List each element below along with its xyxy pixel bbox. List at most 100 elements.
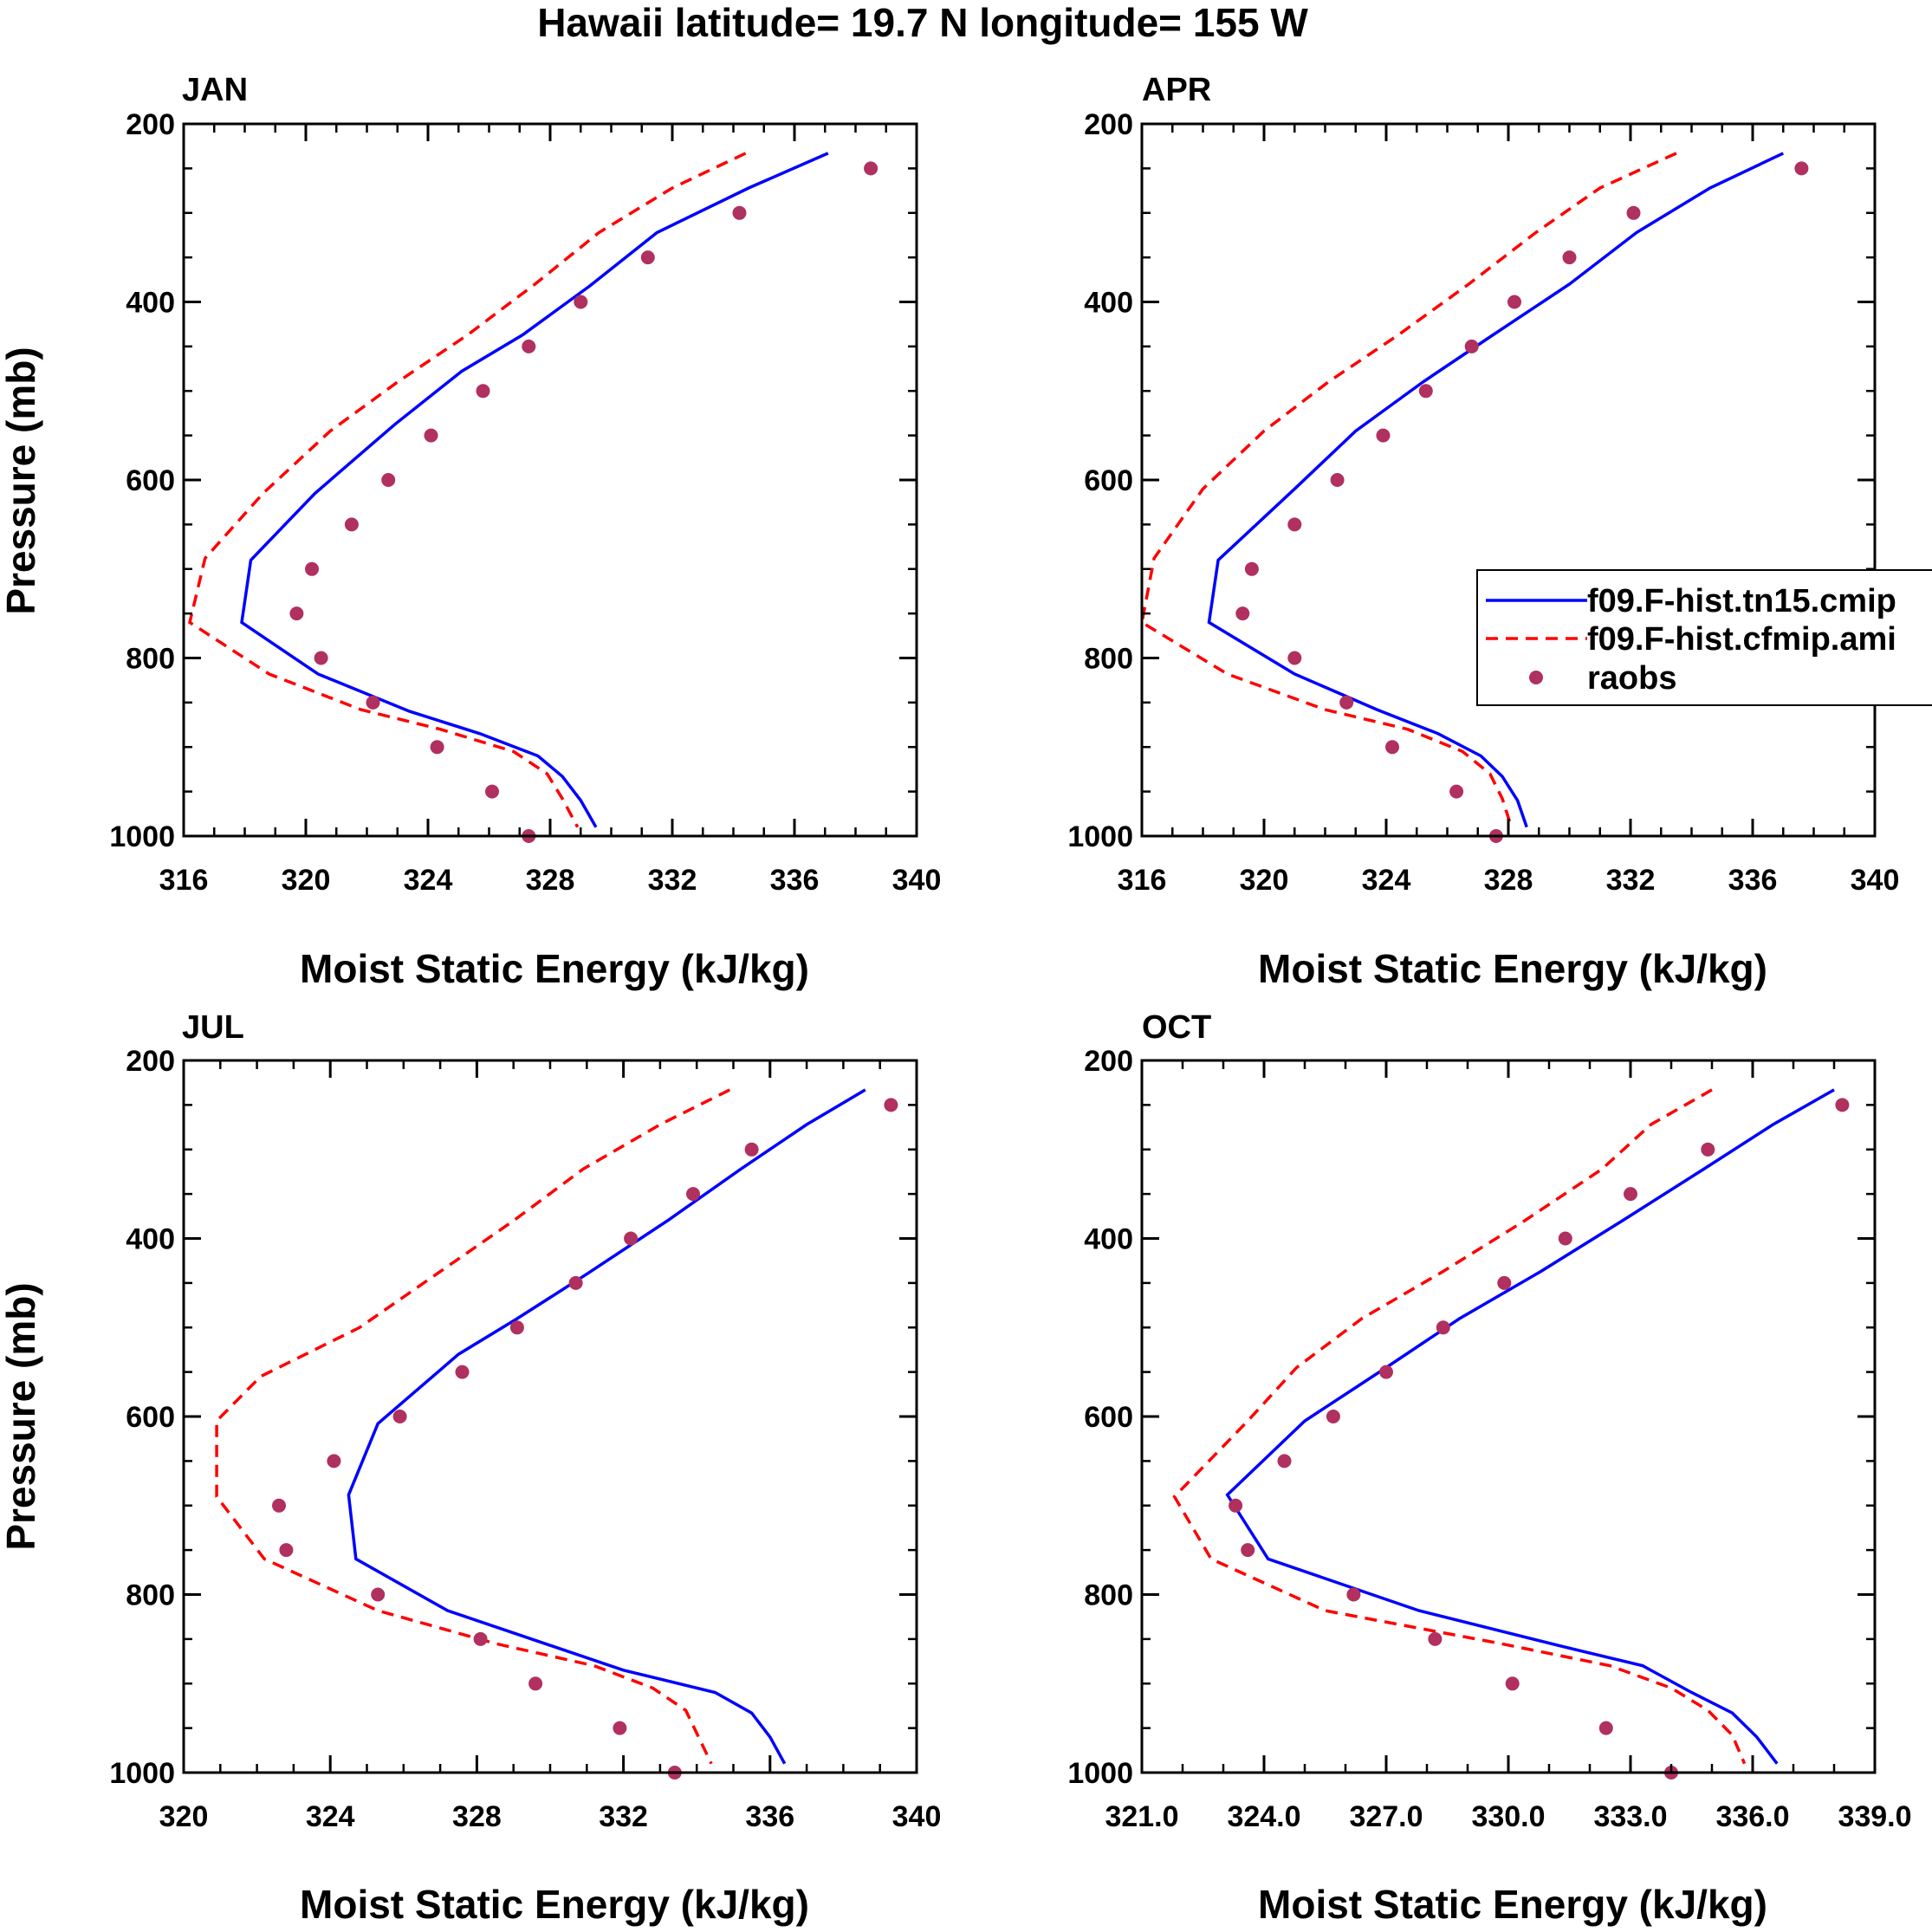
x-tick-label: 340 (892, 1800, 942, 1833)
x-tick-label: 316 (159, 864, 209, 897)
x-tick-label: 336.0 (1715, 1800, 1789, 1833)
raobs-point (1229, 1498, 1243, 1513)
raobs-point (1326, 1410, 1340, 1423)
y-tick-label: 200 (1084, 108, 1133, 141)
y-tick-label: 1000 (1067, 1757, 1133, 1790)
x-tick-label: 340 (1851, 864, 1900, 897)
y-tick-label: 800 (126, 643, 175, 676)
x-tick-label: 324.0 (1227, 1800, 1300, 1833)
y-tick-label: 400 (1084, 287, 1133, 320)
raobs-point (686, 1187, 700, 1202)
y-tick-label: 200 (1084, 1045, 1133, 1078)
x-tick-label: 336 (1728, 864, 1778, 897)
raobs-point (1497, 1275, 1512, 1290)
series-line-model-a (347, 1088, 866, 1765)
raobs-point (732, 205, 747, 220)
raobs-point (574, 295, 588, 309)
raobs-point (327, 1454, 341, 1468)
series-line-model-a (1225, 1088, 1835, 1765)
x-axis-label: Moist Static Energy (kJ/kg) (300, 946, 809, 991)
x-tick-label: 324 (306, 1800, 355, 1833)
x-axis-label: Moist Static Energy (kJ/kg) (1258, 946, 1767, 991)
x-tick-label: 339.0 (1838, 1800, 1911, 1833)
raobs-point (430, 740, 444, 755)
figure-title: Hawaii latitude= 19.7 N longitude= 155 W (537, 0, 1308, 45)
panel-title: JUL (182, 1009, 244, 1046)
panel-title: APR (1142, 72, 1211, 108)
raobs-point (1244, 561, 1259, 576)
raobs-point (528, 1676, 543, 1691)
raobs-point (371, 1587, 386, 1602)
raobs-point (476, 384, 490, 399)
y-tick-label: 200 (126, 108, 175, 141)
legend-label: f09.F-hist.cfmip.ami (1587, 621, 1896, 658)
raobs-point (1598, 1721, 1613, 1735)
series-line-model-b (1172, 1088, 1747, 1765)
y-tick-label: 1000 (1067, 820, 1133, 853)
panel-jan: JAN Moist Static Energy (kJ/kg) Pressure… (0, 72, 941, 991)
y-tick-label: 600 (1084, 464, 1133, 497)
raobs-point (509, 1320, 524, 1335)
raobs-point (1376, 428, 1391, 443)
x-tick-label: 324 (1362, 864, 1411, 897)
panel-apr: APR Moist Static Energy (kJ/kg) 316 320 32… (1067, 72, 1899, 991)
raobs-point (568, 1275, 583, 1290)
raobs-point (1701, 1142, 1715, 1157)
x-tick-label: 332 (1606, 864, 1656, 897)
raobs-point (455, 1365, 470, 1379)
raobs-point (1626, 205, 1641, 220)
raobs-point (344, 517, 359, 532)
x-tick-label: 321.0 (1105, 1800, 1178, 1833)
y-tick-label: 400 (1084, 1223, 1133, 1256)
raobs-point (314, 651, 328, 665)
series-line-model-a (1207, 152, 1785, 828)
raobs-point (1507, 295, 1521, 309)
x-tick-label: 320 (159, 1800, 209, 1833)
raobs-point (1449, 784, 1464, 799)
raobs-point (1330, 473, 1345, 487)
raobs-point (864, 161, 878, 176)
raobs-point (1562, 250, 1577, 265)
x-tick-label: 320 (282, 864, 331, 897)
y-tick-label: 1000 (109, 1757, 175, 1790)
raobs-point (485, 784, 499, 799)
x-tick-label: 328 (1484, 864, 1533, 897)
raobs-point (1505, 1676, 1520, 1691)
x-axis-label: Moist Static Energy (kJ/kg) (300, 1882, 809, 1927)
raobs-point (1436, 1320, 1450, 1335)
raobs-point (1235, 606, 1250, 621)
raobs-point (624, 1231, 639, 1246)
raobs-point (1385, 740, 1399, 755)
series-line-model-b (1140, 152, 1677, 828)
x-tick-label: 332 (599, 1800, 648, 1833)
raobs-point (473, 1631, 488, 1646)
raobs-point (744, 1142, 759, 1157)
x-tick-label: 320 (1240, 864, 1289, 897)
y-tick-label: 400 (126, 1223, 175, 1256)
raobs-point (381, 473, 396, 487)
x-tick-label: 324 (404, 864, 453, 897)
x-tick-label: 316 (1118, 864, 1167, 897)
raobs-point (1346, 1587, 1361, 1602)
x-tick-label: 328 (526, 864, 575, 897)
raobs-point (305, 561, 319, 576)
raobs-point (1287, 651, 1302, 665)
raobs-point (522, 339, 536, 353)
legend-label: f09.F-hist.tn15.cmip (1587, 583, 1896, 619)
series-line-model-b (188, 152, 747, 828)
y-axis-label: Pressure (mb) (0, 1282, 43, 1550)
x-tick-label: 340 (892, 864, 942, 897)
y-tick-label: 600 (126, 1401, 175, 1434)
series-line-model-b (215, 1088, 731, 1765)
panel-oct: OCT Moist Static Energy (kJ/kg) 321.0 324… (1067, 1009, 1911, 1927)
x-tick-label: 336 (745, 1800, 794, 1833)
raobs-point (640, 250, 655, 265)
raobs-point (1624, 1187, 1637, 1202)
raobs-point (424, 428, 438, 443)
legend: f09.F-hist.tn15.cmip f09.F-hist.cfmip.am… (1476, 569, 1932, 706)
raobs-point (272, 1498, 286, 1513)
plot-frame (182, 1059, 918, 1774)
raobs-point (1418, 384, 1433, 399)
panel-title: JAN (182, 72, 248, 108)
